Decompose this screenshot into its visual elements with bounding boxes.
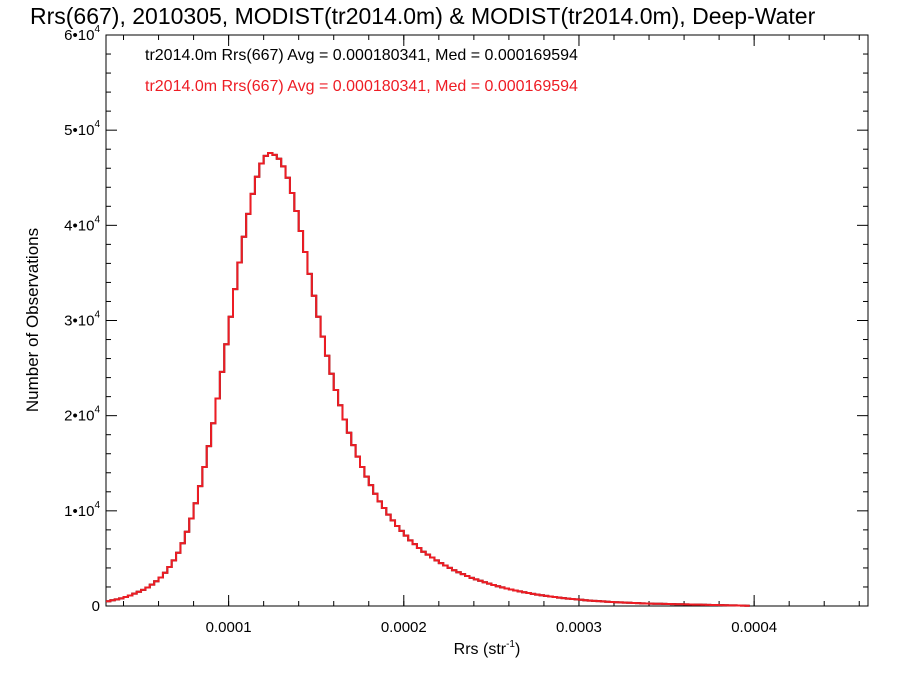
chart-title: Rrs(667), 2010305, MODIST(tr2014.0m) & M… [30,3,816,29]
y-tick-label-0: 0 [92,598,100,615]
legend-entry-black: tr2014.0m Rrs(667) Avg = 0.000180341, Me… [145,47,578,64]
x-tick-label-3: 0.0004 [731,619,777,636]
y-tick-label-3: 3•104 [64,310,100,330]
y-tick-label-2: 2•104 [64,405,100,425]
legend-entry-red: tr2014.0m Rrs(667) Avg = 0.000180341, Me… [145,78,578,95]
x-tick-label-1: 0.0002 [381,619,427,636]
y-axis-label: Number of Observations [23,228,42,412]
x-tick-labels: 0.0001 0.0002 0.0003 0.0004 [206,619,777,636]
x-axis-label-sup: -1 [506,639,515,650]
y-tick-label-1: 1•104 [64,500,100,520]
x-axis-label-close: ) [515,641,520,658]
y-tick-label-4: 4•104 [64,214,100,234]
y-tick-label-6: 6•104 [64,24,100,44]
histogram-series-line-0 [106,152,750,607]
x-tick-label-2: 0.0003 [556,619,602,636]
histogram-series-line-1 [106,152,750,607]
x-tick-label-0: 0.0001 [206,619,252,636]
y-tick-labels: 0 1•104 2•104 3•104 4•104 5•104 6•104 [64,24,100,615]
y-tick-label-5: 5•104 [64,119,100,139]
axis-ticks [106,34,868,607]
histogram-series [106,152,750,607]
x-axis-label: Rrs (str-1) [454,639,521,658]
x-axis-label-main: Rrs (str [454,641,507,658]
plot-frame [105,34,869,607]
